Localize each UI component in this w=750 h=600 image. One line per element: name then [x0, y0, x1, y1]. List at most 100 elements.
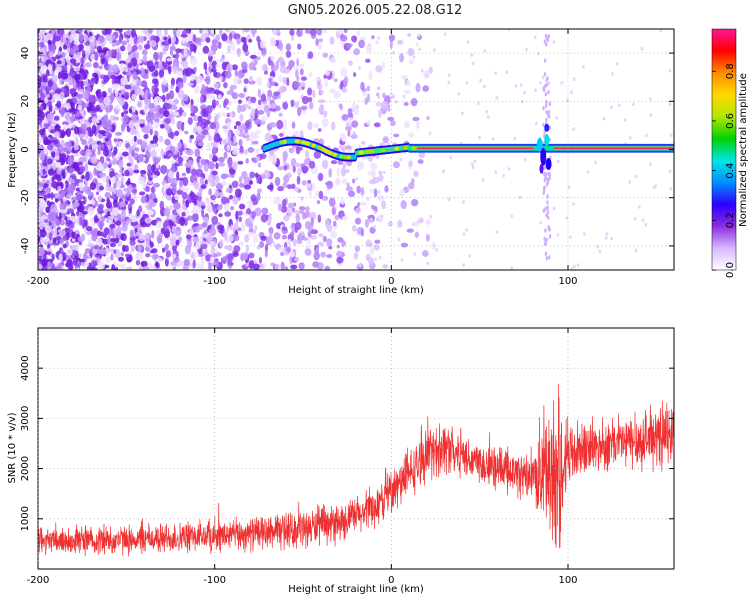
signal-core	[668, 147, 670, 150]
streak-cell	[548, 101, 552, 107]
noise-cell	[85, 171, 90, 182]
noise-cell	[135, 231, 141, 237]
signal-blob	[332, 152, 338, 157]
noise-cell	[256, 76, 263, 87]
noise-cell	[283, 174, 290, 184]
noise-cell	[137, 35, 141, 44]
noise-cell	[377, 194, 384, 202]
noise-cell	[290, 99, 295, 108]
noise-cell	[66, 58, 70, 64]
noise-cell	[149, 128, 153, 136]
noise-cell	[541, 75, 545, 80]
noise-cell	[91, 124, 97, 134]
noise-cell	[285, 50, 292, 58]
noise-cell	[217, 224, 225, 231]
noise-cell	[88, 36, 95, 43]
noise-cell	[235, 188, 242, 198]
noise-cell	[388, 34, 396, 42]
noise-cell	[659, 29, 663, 33]
noise-cell	[250, 194, 257, 202]
noise-cell	[252, 229, 257, 234]
noise-cell	[77, 29, 83, 33]
noise-cell	[328, 168, 333, 178]
streak-cell	[545, 42, 548, 47]
signal-core	[460, 147, 463, 150]
noise-cell	[238, 139, 243, 147]
streak-cell	[547, 110, 551, 115]
signal-core	[639, 147, 642, 150]
noise-cell	[246, 200, 254, 209]
signal-core	[475, 147, 478, 150]
noise-cell	[112, 84, 116, 89]
noise-cell	[170, 261, 177, 266]
noise-cell	[245, 137, 251, 142]
noise-cell	[382, 170, 386, 175]
noise-cell	[230, 205, 235, 211]
signal-core	[514, 147, 517, 150]
signal-blob	[311, 143, 317, 148]
noise-cell	[318, 233, 324, 238]
noise-cell	[159, 123, 165, 129]
noise-cell	[39, 228, 47, 238]
noise-cell	[50, 211, 57, 221]
noise-cell	[407, 47, 415, 57]
noise-cell	[266, 82, 271, 89]
noise-cell	[128, 108, 132, 114]
noise-cell	[272, 29, 277, 36]
noise-cell	[285, 43, 292, 52]
signal-core	[521, 147, 523, 150]
noise-cell	[154, 78, 159, 88]
noise-cell	[224, 29, 231, 33]
noise-cell	[190, 104, 195, 114]
streak-cell	[548, 172, 552, 177]
noise-cell	[107, 87, 112, 94]
signal-core	[518, 147, 521, 150]
noise-cell	[215, 63, 220, 69]
noise-cell	[71, 250, 79, 256]
noise-cell	[321, 159, 329, 169]
signal-core	[606, 147, 609, 150]
noise-cell	[343, 29, 348, 34]
noise-cell	[86, 84, 91, 94]
noise-cell	[297, 106, 302, 117]
noise-cell	[618, 103, 621, 108]
noise-cell	[287, 208, 292, 218]
noise-cell	[206, 203, 213, 212]
noise-cell	[462, 200, 465, 204]
noise-cell	[393, 133, 400, 138]
noise-cell	[99, 185, 105, 191]
noise-cell	[118, 97, 125, 106]
noise-cell	[389, 39, 393, 49]
noise-cell	[129, 139, 134, 145]
streak-cell	[543, 236, 546, 242]
noise-cell	[248, 38, 253, 43]
signal-core	[634, 147, 637, 150]
signal-core	[604, 147, 607, 150]
noise-cell	[114, 104, 120, 110]
noise-cell	[233, 125, 238, 130]
noise-cell	[79, 133, 86, 139]
noise-cell	[57, 185, 62, 192]
noise-cell	[45, 258, 54, 264]
noise-cell	[140, 195, 147, 204]
signal-core	[506, 147, 508, 150]
noise-cell	[242, 211, 247, 216]
noise-cell	[277, 75, 283, 83]
noise-cell	[257, 88, 262, 98]
noise-cell	[164, 257, 169, 267]
noise-cell	[192, 127, 197, 134]
signal-core	[423, 147, 426, 150]
noise-cell	[110, 49, 116, 58]
signal-core	[454, 147, 456, 150]
noise-cell	[142, 55, 148, 63]
colorbar-tick-label: 0.6	[725, 113, 736, 129]
noise-cell	[605, 232, 609, 236]
noise-cell	[254, 108, 259, 118]
noise-cell	[523, 157, 527, 162]
noise-cell	[318, 89, 324, 95]
noise-cell	[200, 240, 206, 245]
noise-cell	[200, 159, 206, 166]
noise-cell	[301, 211, 306, 220]
noise-cell	[192, 212, 199, 223]
noise-cell	[193, 251, 200, 258]
